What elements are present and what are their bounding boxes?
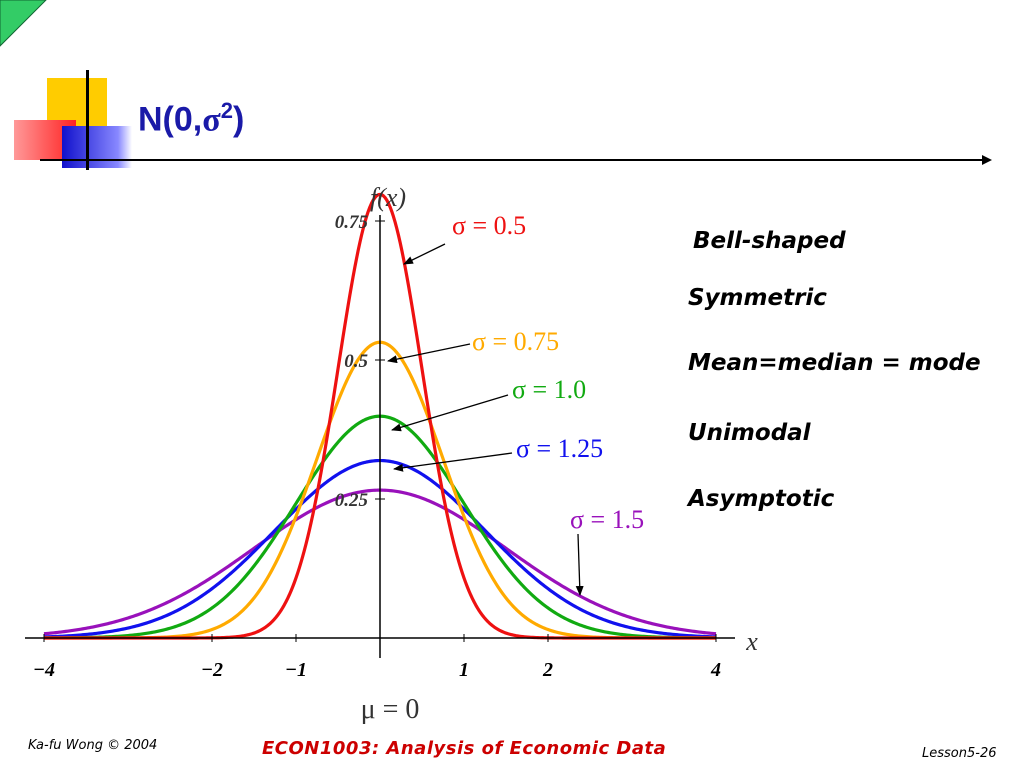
x-tick-label: 2 xyxy=(542,659,553,681)
x-tick-label: 1 xyxy=(459,659,469,681)
series-label-sigma-1_5: σ = 1.5 xyxy=(570,505,644,534)
series-label-sigma-1: σ = 1.0 xyxy=(512,375,586,404)
property-mean-median-mode: Mean=median = mode xyxy=(688,350,981,376)
x-tick-label: −4 xyxy=(33,659,55,681)
series-label-sigma-0_75: σ = 0.75 xyxy=(472,327,559,356)
normal-distribution-chart: −4 −2 −1 1 2 4 0.25 0.5 0.75f(x) x μ = 0 σ = 0.5 σ =… xyxy=(25,183,758,725)
x-tick-label: −1 xyxy=(285,659,307,681)
series-label-sigma-1_25: σ = 1.25 xyxy=(516,434,603,463)
series-label-sigma-0_5: σ = 0.5 xyxy=(452,211,526,240)
footer-author: Ka-fu Wong © 2004 xyxy=(28,738,158,753)
footer-course: ECON1003: Analysis of Economic Data xyxy=(262,738,667,759)
y-axis-label: f(x) xyxy=(370,183,406,212)
mean-label: μ = 0 xyxy=(361,694,420,725)
property-asymptotic: Asymptotic xyxy=(688,486,835,512)
slide-title: N(0,σ2) xyxy=(138,98,245,139)
series-label-arrow xyxy=(403,243,446,265)
title-rule-arrow xyxy=(40,155,992,165)
x-axis-label: x xyxy=(745,627,758,656)
corner-triangle xyxy=(0,0,47,47)
y-tick-label: 0.25 xyxy=(335,490,369,511)
x-tick-label: −2 xyxy=(201,659,223,681)
y-tick-label: 0.75 xyxy=(335,212,369,233)
footer-slide-number: Lesson5-26 xyxy=(922,746,997,761)
property-symmetric: Symmetric xyxy=(688,285,827,311)
x-tick-label: 4 xyxy=(710,659,721,681)
series-label-arrow xyxy=(575,533,584,596)
decoration-vertical-line xyxy=(86,70,89,170)
series-label-arrow xyxy=(391,394,509,432)
property-bell-shaped: Bell-shaped xyxy=(693,228,846,254)
y-tick-label: 0.5 xyxy=(344,351,368,372)
series-label-arrow xyxy=(393,452,513,472)
property-unimodal: Unimodal xyxy=(688,420,811,446)
series-label-arrow xyxy=(387,343,471,364)
